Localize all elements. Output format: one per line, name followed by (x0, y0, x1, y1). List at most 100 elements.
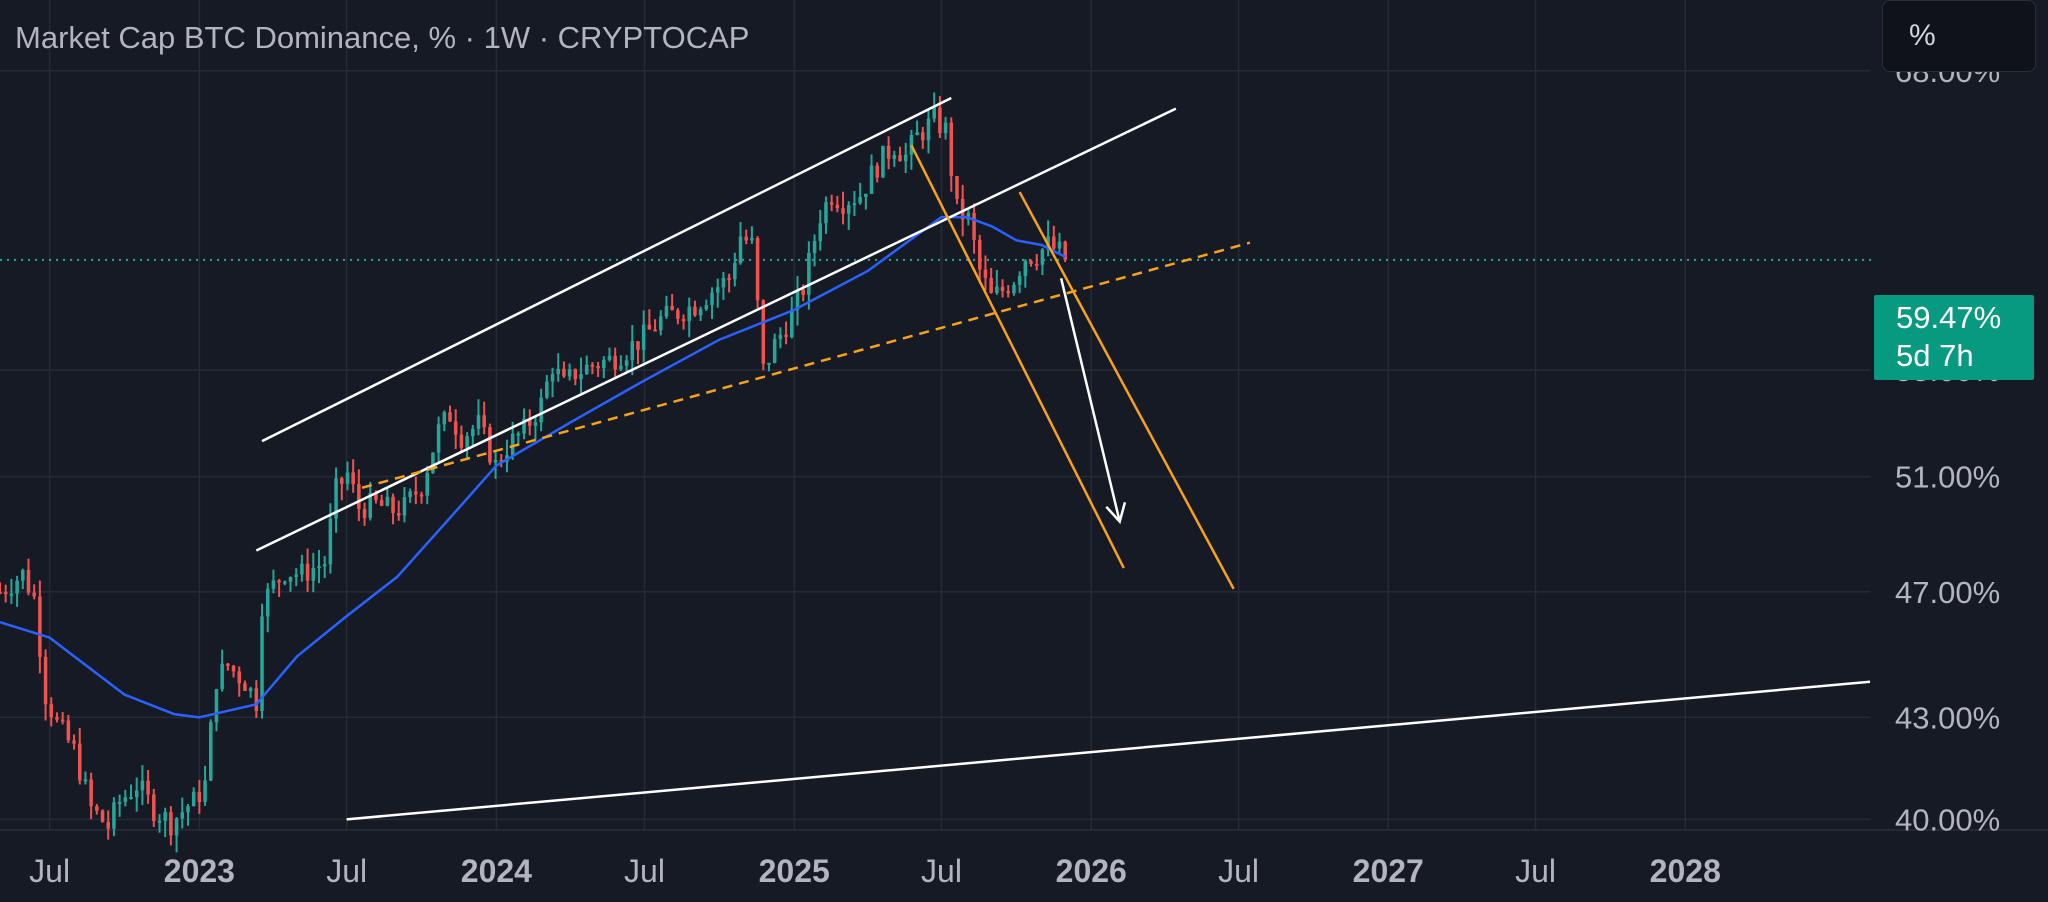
y-axis[interactable]: 68.00%55.00%51.00%47.00%43.00%40.00% (1895, 54, 2000, 838)
x-axis[interactable]: Jul 2023 Jul 2024 Jul 2025 Jul 2026 Jul 2027 Jul 20… (29, 853, 1721, 889)
channel-top-line (261, 96, 952, 443)
candle-body (915, 132, 919, 136)
candle-body (163, 812, 167, 821)
long-term-support-line (346, 680, 1871, 821)
candle-body (482, 415, 486, 428)
candle-body (921, 132, 925, 141)
candle-body (1052, 236, 1056, 249)
candle-body (322, 564, 327, 567)
candle-body (1000, 286, 1005, 292)
candle-body (414, 491, 418, 495)
x-tick-label: Jul (1515, 853, 1556, 889)
candle-body (243, 683, 247, 691)
candle-body (715, 287, 720, 293)
candle-body (533, 422, 538, 426)
candle-body (676, 310, 680, 319)
candle-body (146, 780, 150, 795)
candle-body (402, 497, 407, 516)
y-tick-label: 40.00% (1895, 802, 2000, 837)
candle-body (220, 663, 224, 690)
candle-body (89, 779, 93, 807)
x-tick-label: 2027 (1353, 853, 1424, 889)
candle-body (15, 580, 19, 594)
candle-body (1029, 260, 1033, 264)
candle-body (43, 656, 48, 705)
candle-body (573, 369, 578, 380)
candle-body (391, 496, 395, 514)
candle-body (938, 107, 942, 133)
candle-body (960, 198, 965, 220)
bar-countdown: 5d 7h (1896, 338, 1974, 373)
candle-body (932, 107, 936, 119)
candle-body (710, 292, 714, 306)
candle-body (704, 305, 709, 310)
candle-body (49, 704, 54, 718)
candle-body (95, 806, 99, 811)
candle-body (357, 484, 361, 509)
candle-body (898, 155, 902, 162)
candle-body (1040, 249, 1045, 265)
candle-body (693, 306, 697, 316)
candle-body (841, 208, 845, 214)
candle-body (829, 202, 834, 205)
x-tick-label: 2028 (1650, 853, 1721, 889)
percent-scale-button[interactable]: % (1882, 0, 2036, 72)
candle-body (197, 791, 202, 802)
candle-body (698, 309, 703, 316)
candle-body (790, 309, 794, 338)
candle-body (38, 596, 42, 657)
candle-body (869, 165, 874, 194)
candle-body (909, 135, 914, 155)
candle-body (721, 277, 726, 288)
candle-body (989, 277, 993, 293)
candle-body (801, 289, 805, 295)
projection-arrow-line (1059, 277, 1121, 522)
candle-body (368, 493, 373, 518)
candle-body (995, 286, 999, 293)
candle-body (60, 719, 65, 722)
x-tick-label: Jul (624, 853, 665, 889)
candle-body (476, 415, 481, 429)
candle-body (157, 820, 162, 823)
candle-body (203, 780, 207, 802)
candle-body (1023, 260, 1028, 276)
candle-body (1012, 284, 1016, 294)
moving-average-line (0, 215, 1066, 719)
trendline-drawings (255, 96, 1871, 821)
candle-body (977, 239, 982, 270)
candle-body (140, 780, 145, 791)
candle-body (744, 236, 748, 241)
candle-body (271, 580, 276, 589)
candle-body (590, 364, 595, 367)
candle-body (755, 237, 760, 301)
candle-body (613, 355, 617, 370)
current-price-value: 59.47% (1896, 300, 2002, 335)
candle-body (448, 412, 452, 422)
candle-body (226, 663, 230, 666)
candle-body (32, 592, 36, 597)
candle-body (385, 496, 390, 506)
candle-body (117, 801, 122, 804)
candle-body (283, 581, 287, 584)
candle-body (1034, 263, 1039, 266)
candle-body (647, 324, 652, 330)
candle-body (510, 433, 515, 456)
candle-body (943, 122, 948, 133)
candle-body (579, 374, 583, 380)
x-tick-label: 2025 (759, 853, 830, 889)
candle-body (687, 306, 692, 322)
candle-body (169, 812, 173, 836)
candle-body (431, 452, 435, 473)
candle-body (180, 812, 185, 819)
candle-body (733, 263, 737, 280)
candlestick-series (0, 92, 1067, 853)
chart-title: Market Cap BTC Dominance, % · 1W · CRYPT… (15, 20, 750, 55)
candle-body (174, 818, 179, 836)
candle-body (772, 339, 777, 363)
candle-body (795, 289, 800, 310)
candle-body (607, 355, 612, 360)
candle-body (881, 145, 885, 178)
candle-body (471, 428, 475, 437)
down-channel-left-line (910, 144, 1125, 569)
